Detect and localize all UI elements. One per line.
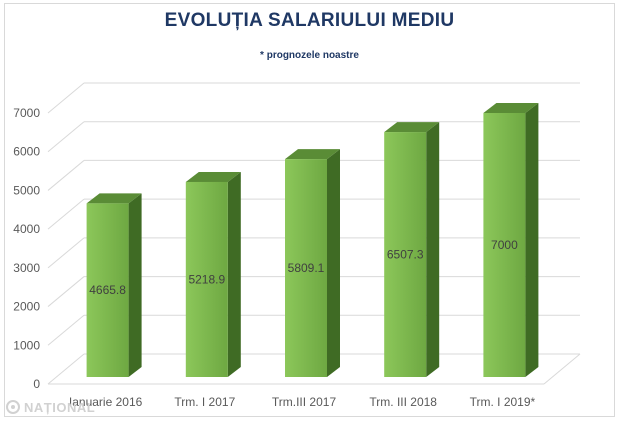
bar-side (128, 193, 142, 377)
y-axis-ticks: 0 1000 2000 3000 4000 5000 6000 7000 (13, 106, 40, 391)
national-logo-icon (6, 400, 20, 414)
bar-top (185, 171, 241, 182)
bar-front (185, 181, 228, 377)
grid-line-diag (47, 353, 85, 385)
grid-line-diag (47, 314, 85, 346)
bar: 5809.1 (285, 149, 340, 377)
watermark-logo: NAȚIONAL (6, 396, 95, 418)
bar-value-label: 7000 (491, 238, 518, 252)
bar-side (227, 171, 241, 377)
y-tick-label: 6000 (13, 145, 40, 159)
bar: 6507.3 (384, 122, 440, 378)
y-tick-label: 4000 (13, 222, 40, 236)
y-tick-label: 1000 (13, 338, 40, 352)
bar-top (285, 149, 340, 160)
grid-line-diag (47, 82, 85, 114)
y-tick-label: 7000 (13, 106, 40, 120)
y-tick-label: 2000 (13, 300, 40, 314)
bar-front (384, 132, 427, 377)
bar-value-label: 6507.3 (387, 248, 424, 262)
bar: 4665.8 (86, 193, 142, 377)
grid-line-diag (47, 237, 85, 269)
grid-line-diag (47, 198, 85, 230)
x-tick-label: Ianuarie 2016 (69, 395, 143, 409)
x-tick-label: Trm.III 2017 (272, 395, 337, 409)
x-tick-label: Trm. III 2018 (369, 395, 437, 409)
bar-top (483, 103, 539, 113)
bar: 5218.9 (185, 171, 241, 377)
bar-side (327, 149, 340, 377)
bar: 7000 (483, 103, 539, 377)
bar-side (426, 122, 440, 378)
bars: 4665.8 5218.9 5809.1 6507.3 7000 (86, 103, 539, 378)
bar-front (285, 159, 327, 377)
chart-title: EVOLUȚIA SALARIULUI MEDIU (164, 10, 455, 31)
watermark-text: NAȚIONAL (24, 399, 96, 415)
x-tick-label: Trm. I 2019* (470, 395, 536, 409)
bar-value-label: 4665.8 (89, 283, 126, 297)
bar-value-label: 5809.1 (288, 261, 325, 275)
grid-line-diag (47, 160, 85, 191)
y-tick-label: 3000 (13, 261, 40, 275)
bar-front (86, 203, 129, 377)
x-axis-ticks: Ianuarie 2016 Trm. I 2017 Trm.III 2017 Trm.… (69, 395, 536, 409)
bar-value-label: 5218.9 (188, 272, 225, 286)
chart-subtitle: * prognozele noastre (260, 50, 359, 61)
bar-front (483, 113, 526, 377)
grid-line-diag (47, 276, 85, 307)
grid-line-diag (47, 121, 85, 153)
bar-top (86, 193, 142, 204)
bar-top (384, 122, 440, 133)
floor-edge-diag (543, 353, 581, 385)
bar-side (525, 103, 539, 377)
y-tick-label: 0 (33, 377, 40, 391)
y-tick-label: 5000 (13, 183, 40, 197)
x-tick-label: Trm. I 2017 (174, 395, 235, 409)
